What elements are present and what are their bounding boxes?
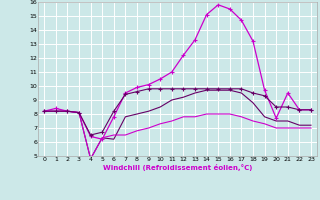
X-axis label: Windchill (Refroidissement éolien,°C): Windchill (Refroidissement éolien,°C)	[103, 164, 252, 171]
